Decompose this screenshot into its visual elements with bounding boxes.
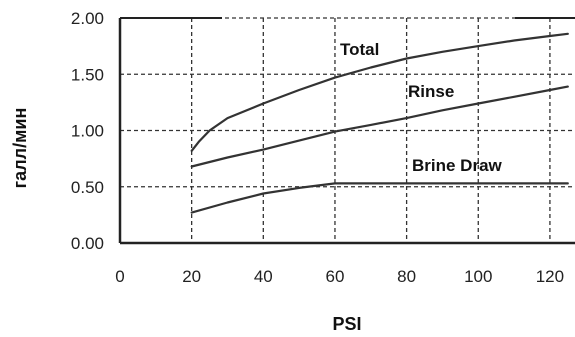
series-lines (190, 32, 569, 214)
x-tick-labels: 0 20 40 60 80 100 120 (115, 267, 564, 286)
x-tick-label: 120 (536, 267, 564, 286)
y-tick-labels: 0.00 0.50 1.00 1.50 2.00 (71, 9, 104, 253)
series-label: Total (340, 40, 379, 59)
y-tick-label: 2.00 (71, 9, 104, 28)
y-tick-label: 0.00 (71, 234, 104, 253)
x-axis-title: PSI (332, 314, 361, 334)
y-tick-label: 1.50 (71, 65, 104, 84)
plot-frame (118, 17, 575, 245)
x-tick-label: 0 (115, 267, 124, 286)
series-labels: Total Rinse Brine Draw (340, 40, 503, 175)
x-tick-label: 100 (464, 267, 492, 286)
x-tick-label: 80 (397, 267, 416, 286)
x-tick-label: 60 (325, 267, 344, 286)
y-tick-label: 1.00 (71, 122, 104, 141)
series-label: Brine Draw (412, 156, 503, 175)
series-line-brine-draw (190, 182, 569, 214)
series-label: Rinse (408, 82, 454, 101)
x-tick-label: 20 (182, 267, 201, 286)
series-line-rinse (190, 85, 569, 168)
x-tick-label: 40 (254, 267, 273, 286)
series-line-total (190, 32, 569, 152)
y-axis-title: галл/мин (10, 108, 30, 189)
y-tick-label: 0.50 (71, 178, 104, 197)
